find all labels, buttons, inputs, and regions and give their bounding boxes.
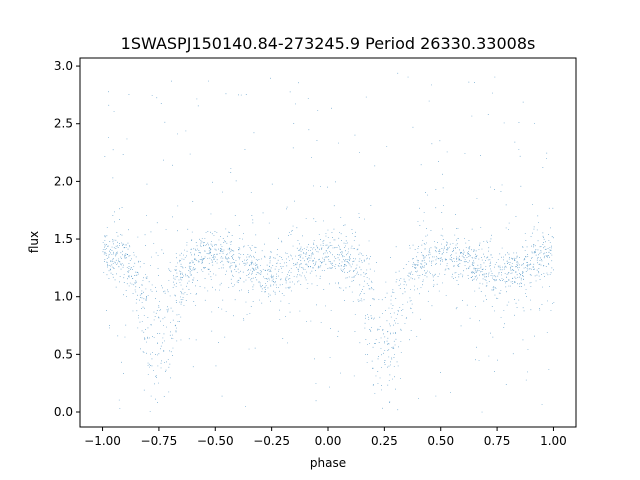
y-tick-label: 2.5 — [54, 117, 73, 131]
x-tick-label: 0.75 — [484, 434, 511, 448]
y-tick-label: 1.5 — [54, 232, 73, 246]
x-tick-label: 0.00 — [315, 434, 342, 448]
data-points — [102, 72, 555, 413]
y-tick-label: 2.0 — [54, 174, 73, 188]
y-tick-label: 0.0 — [54, 405, 73, 419]
x-tick-label: −1.00 — [84, 434, 121, 448]
y-axis: 0.0 0.5 1.0 1.5 2.0 2.5 3.0 — [54, 59, 80, 419]
scatter-points — [102, 72, 555, 413]
x-tick-label: −0.75 — [141, 434, 178, 448]
y-axis-label: flux — [27, 231, 41, 253]
x-axis-label: phase — [310, 456, 346, 470]
x-tick-label: −0.25 — [253, 434, 290, 448]
y-tick-label: 3.0 — [54, 59, 73, 73]
plot-frame — [79, 57, 577, 428]
x-tick-label: 1.00 — [540, 434, 567, 448]
y-tick-label: 0.5 — [54, 347, 73, 361]
x-tick-label: −0.50 — [197, 434, 234, 448]
y-tick-label: 1.0 — [54, 290, 73, 304]
x-tick-label: 0.25 — [371, 434, 398, 448]
x-tick-label: 0.50 — [427, 434, 454, 448]
chart-title: 1SWASPJ150140.84-273245.9 Period 26330.3… — [121, 34, 536, 53]
x-axis: −1.00 −0.75 −0.50 −0.25 0.00 0.25 0.50 0.75 1.00 — [84, 427, 567, 448]
